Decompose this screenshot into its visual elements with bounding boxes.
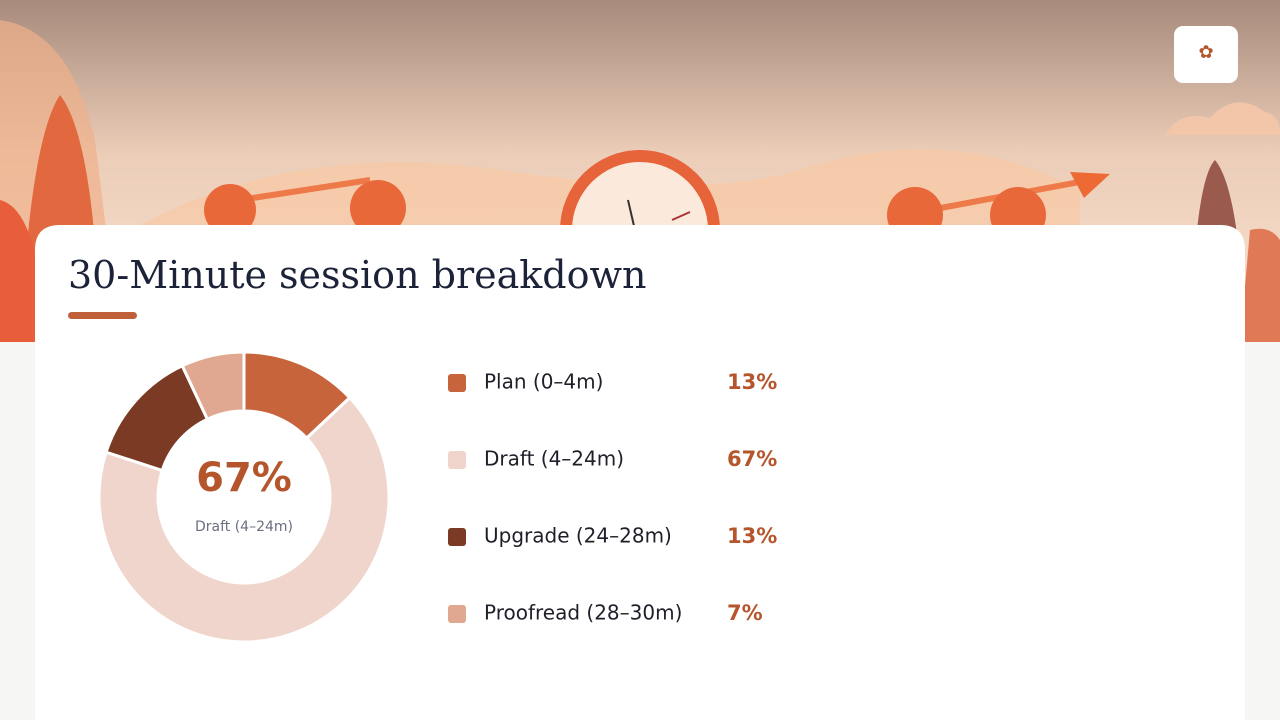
center-value: 67%: [196, 455, 292, 501]
legend-label: Plan (0–4m): [484, 370, 603, 394]
legend-label: Proofread (28–30m): [484, 601, 682, 625]
legend-label: Upgrade (24–28m): [484, 524, 672, 548]
logo-icon: ✿: [1198, 42, 1213, 63]
center-label: Draft (4–24m): [195, 519, 293, 535]
legend-label: Draft (4–24m): [484, 447, 624, 471]
legend-swatch: [448, 528, 466, 546]
legend-swatch: [448, 374, 466, 392]
title-underline: [68, 312, 137, 319]
donut-slice: [97, 395, 391, 644]
legend-value: 13%: [727, 370, 777, 394]
donut-slice: [180, 350, 246, 422]
logo-button[interactable]: [1174, 26, 1238, 83]
legend-swatch: [448, 451, 466, 469]
legend-value: 7%: [727, 601, 763, 625]
legend-swatch: [448, 605, 466, 623]
legend-value: 13%: [727, 524, 777, 548]
chart-title: 30-Minute session breakdown: [68, 253, 646, 297]
legend-value: 67%: [727, 447, 777, 471]
